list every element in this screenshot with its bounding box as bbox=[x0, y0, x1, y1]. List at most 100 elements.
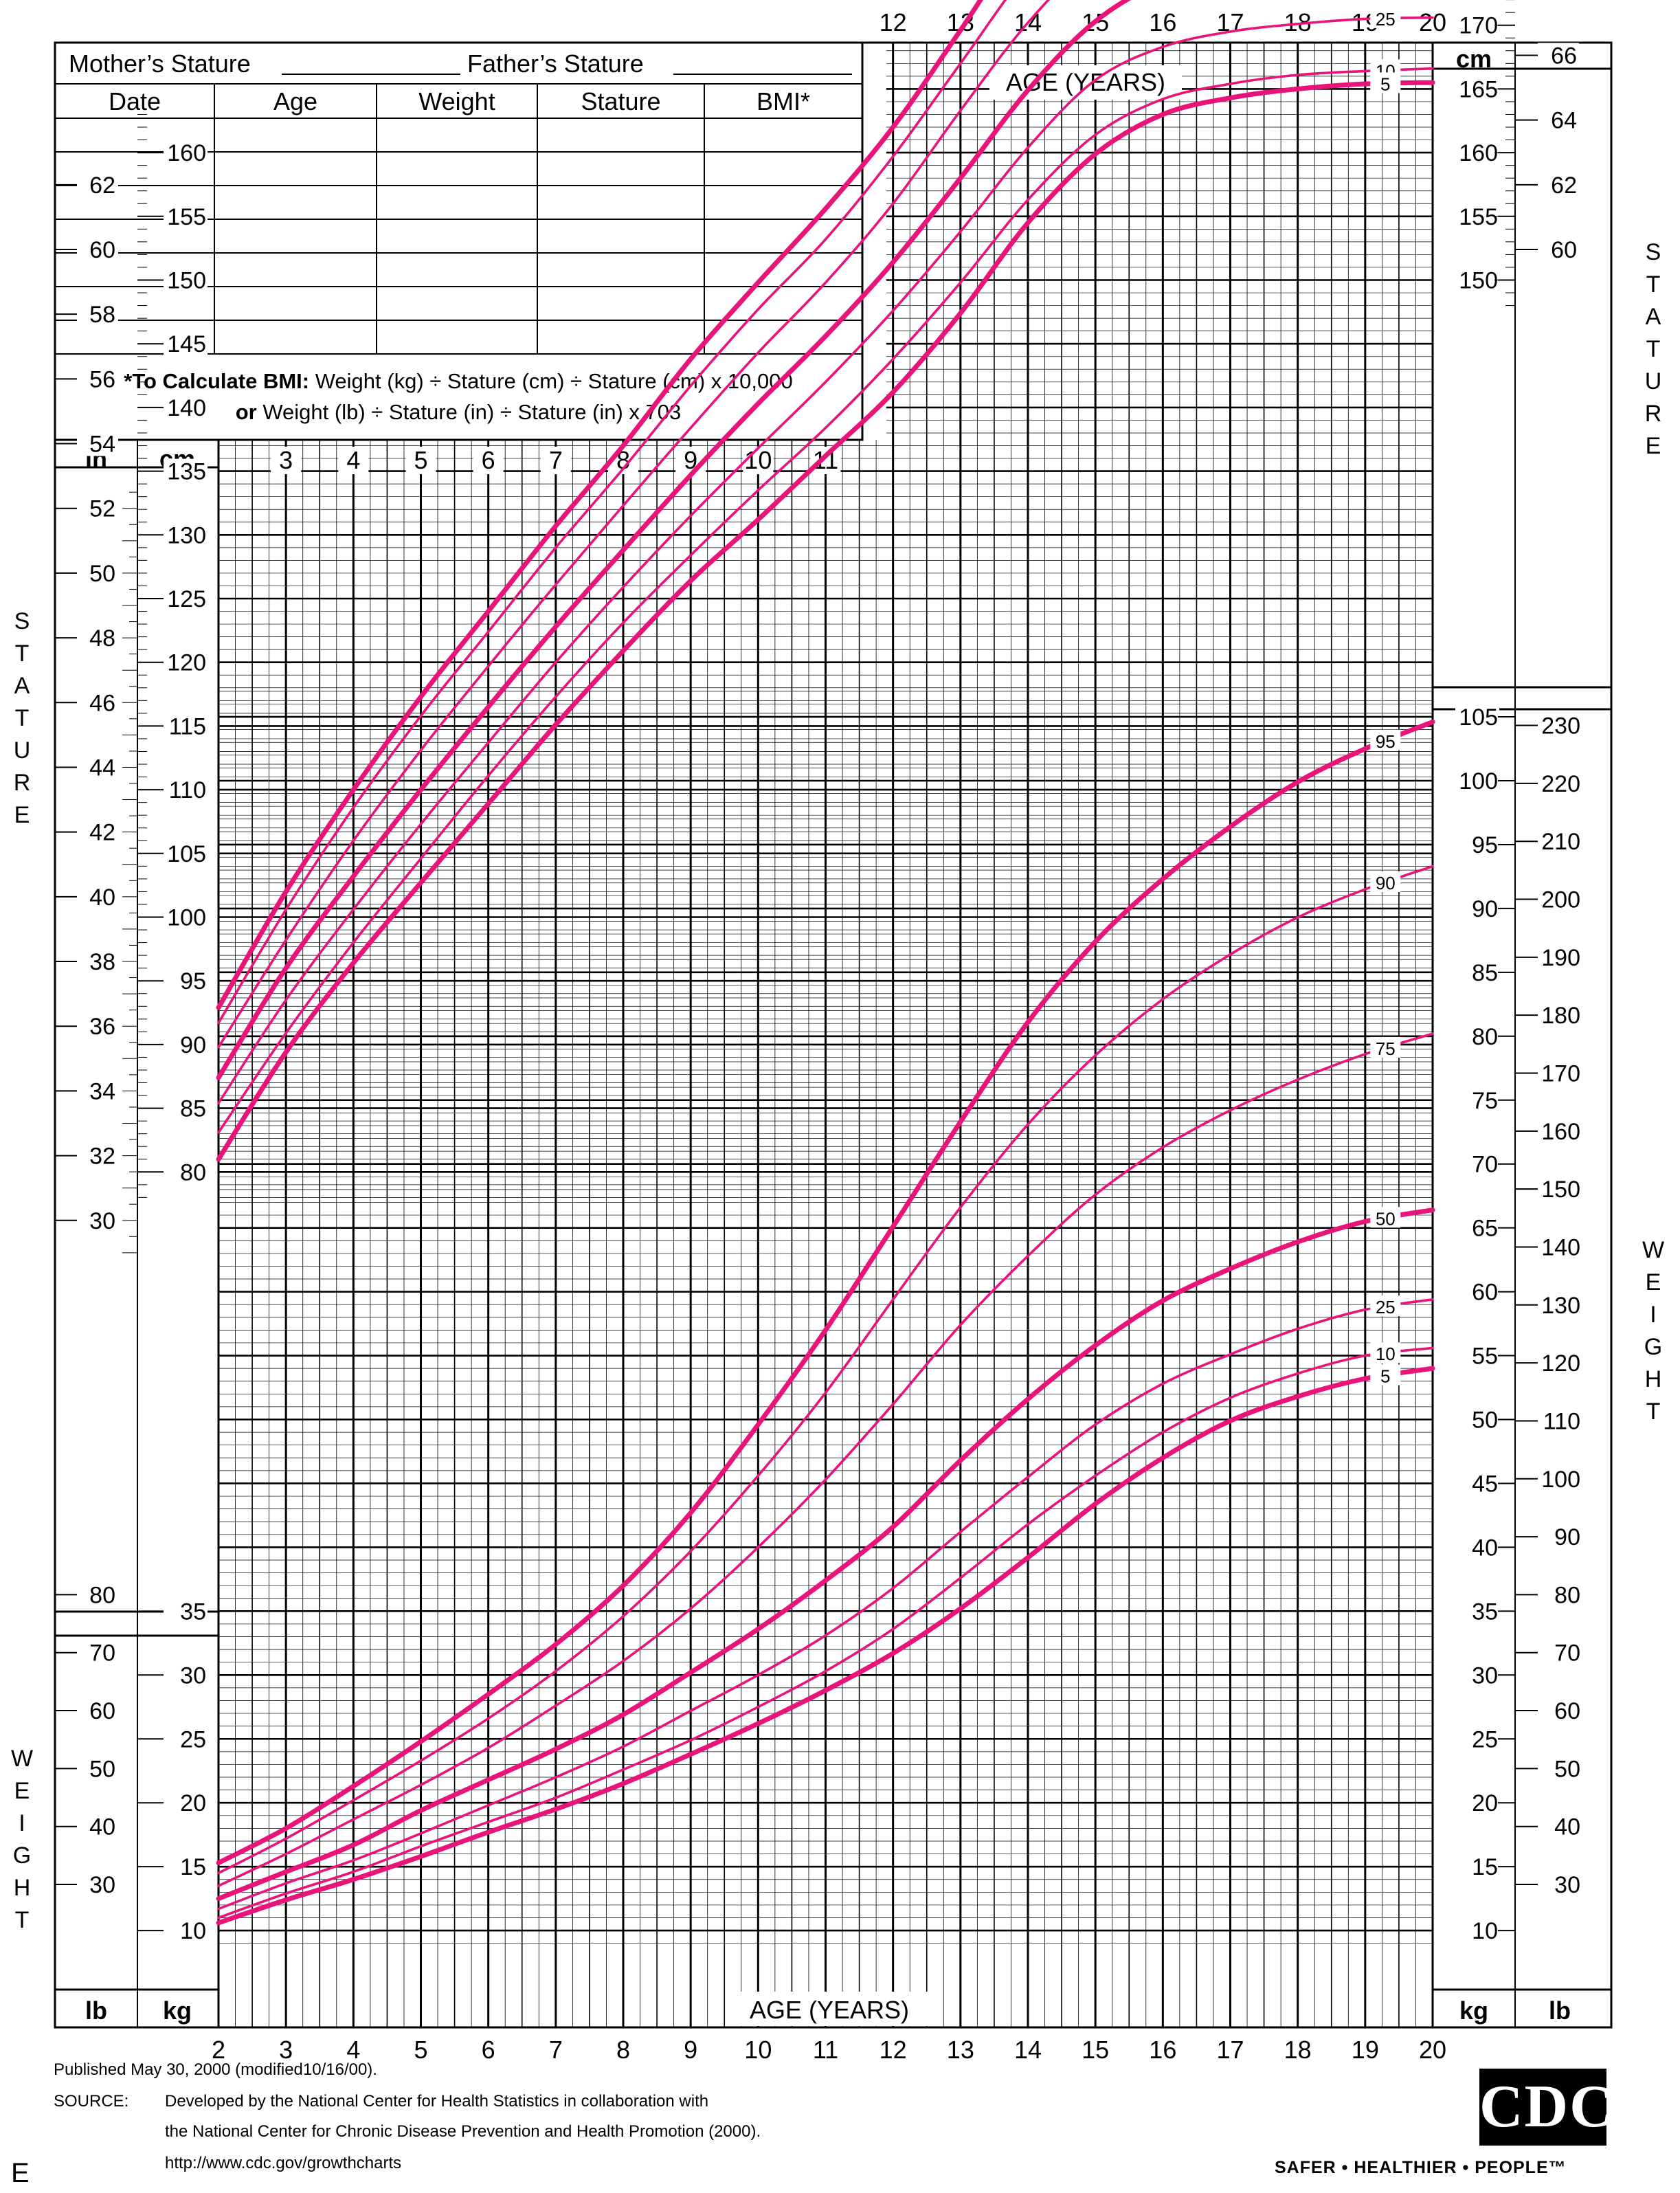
weight-percentile-label: 95 bbox=[1376, 731, 1396, 752]
weight-lb-tick-right: 210 bbox=[1541, 829, 1580, 855]
side-letter: E bbox=[14, 802, 30, 828]
stature-in-tick-left: 60 bbox=[89, 237, 115, 263]
weight-lb-tick-left: 40 bbox=[89, 1814, 115, 1840]
weight-kg-tick-right: 55 bbox=[1472, 1344, 1498, 1370]
x-tick-label-bottom: 10 bbox=[744, 2036, 772, 2064]
tick-bg bbox=[1455, 1343, 1499, 1368]
weight-lb-tick-left: 70 bbox=[89, 1640, 115, 1667]
x-tick-label-stature-panel: 6 bbox=[482, 446, 495, 474]
stature-cm-tick-right: 165 bbox=[1459, 76, 1498, 102]
stature-in-tick-left: 62 bbox=[89, 172, 115, 199]
unit-lb-right: lb bbox=[1549, 1996, 1571, 2025]
weight-kg-tick-left: 30 bbox=[180, 1662, 206, 1689]
side-letter: T bbox=[14, 641, 30, 667]
tick-bg bbox=[1455, 140, 1499, 166]
side-letter: W bbox=[1642, 1237, 1665, 1263]
tick-bg bbox=[1455, 1471, 1499, 1496]
tick-bg bbox=[77, 1143, 118, 1168]
weight-curve-p25 bbox=[217, 1298, 1434, 1911]
weight-kg-tick-right: 45 bbox=[1472, 1471, 1498, 1497]
weight-kg-tick-right: 90 bbox=[1472, 896, 1498, 922]
stature-curve-p75 bbox=[217, 0, 1051, 1049]
weight-percentile-label: 75 bbox=[1376, 1038, 1396, 1059]
tick-bg bbox=[164, 1599, 208, 1624]
footer-published: Published May 30, 2000 (modified10/16/00… bbox=[54, 2060, 377, 2079]
tick-bg bbox=[77, 1582, 118, 1607]
weight-percentile-label: 5 bbox=[1380, 1366, 1390, 1387]
weight-kg-tick-right: 30 bbox=[1472, 1662, 1498, 1689]
x-tick-label-top: 20 bbox=[1419, 8, 1446, 36]
x-tick-bg bbox=[473, 447, 504, 474]
stature-in-tick-left: 54 bbox=[89, 432, 115, 458]
weight-lb-tick-left: 30 bbox=[89, 1872, 115, 1898]
stature-percentile-label: 25 bbox=[1376, 9, 1396, 30]
tick-bg bbox=[1538, 1756, 1582, 1781]
weight-curve-p10 bbox=[217, 1346, 1434, 1919]
x-tick-label-stature-panel: 4 bbox=[346, 446, 360, 474]
tick-bg bbox=[77, 1078, 118, 1104]
x-tick-label-bottom: 12 bbox=[880, 2036, 907, 2064]
tick-bg bbox=[77, 496, 118, 521]
tick-bg bbox=[1538, 1814, 1582, 1839]
weight-lb-tick-right: 120 bbox=[1541, 1350, 1580, 1377]
footer-url[interactable]: http://www.cdc.gov/growthcharts bbox=[165, 2154, 402, 2172]
weight-lb-tick-right: 50 bbox=[1554, 1756, 1580, 1782]
weight-lb-tick-right: 230 bbox=[1541, 713, 1580, 739]
weight-lb-tick-right: 130 bbox=[1541, 1293, 1580, 1319]
x-tick-bg bbox=[743, 447, 774, 474]
side-letter: S bbox=[1645, 239, 1661, 265]
tick-bg bbox=[1455, 1407, 1499, 1432]
stature-cm-tick-left: 160 bbox=[167, 140, 206, 166]
tick-bg bbox=[77, 1698, 118, 1724]
tick-bg bbox=[164, 203, 208, 229]
stature-label-bg bbox=[1370, 72, 1401, 93]
x-tick-label-bottom: 19 bbox=[1352, 2036, 1379, 2064]
stature-cm-tick-left: 95 bbox=[180, 968, 206, 994]
side-letter: E bbox=[1645, 433, 1661, 459]
x-tick-bg bbox=[810, 447, 841, 474]
x-tick-label-bottom: 6 bbox=[482, 2036, 495, 2064]
x-tick-label-bottom: 5 bbox=[414, 2036, 427, 2064]
weight-curve-p95 bbox=[216, 720, 1435, 1866]
x-tick-label-bottom: 18 bbox=[1284, 2036, 1312, 2064]
x-tick-label-stature-panel: 10 bbox=[744, 446, 772, 474]
stature-cm-tick-left: 125 bbox=[167, 586, 206, 612]
tick-bg bbox=[1538, 1640, 1582, 1665]
stature-in-tick-left: 42 bbox=[89, 820, 115, 846]
weight-kg-tick-right: 35 bbox=[1472, 1599, 1498, 1625]
tick-bg bbox=[77, 1640, 118, 1665]
bmi-note-formula2: Weight (lb) ÷ Stature (in) ÷ Stature (in… bbox=[262, 400, 681, 424]
weight-kg-tick-left: 15 bbox=[180, 1854, 206, 1880]
x-tick-bg bbox=[405, 447, 436, 474]
tick-bg bbox=[1455, 1918, 1499, 1944]
side-letter: T bbox=[14, 705, 30, 731]
tick-bg bbox=[1538, 1350, 1582, 1376]
tick-bg bbox=[77, 237, 118, 263]
stature-curve-p5 bbox=[216, 80, 1435, 1162]
stature-cm-tick-left: 80 bbox=[180, 1159, 206, 1185]
stature-cm-tick-right: 155 bbox=[1459, 204, 1498, 230]
record-col-header: BMI* bbox=[757, 87, 810, 115]
x-tick-label-bottom: 17 bbox=[1216, 2036, 1244, 2064]
bmi-note-or: or bbox=[236, 400, 263, 424]
side-letter: G bbox=[1644, 1334, 1663, 1360]
unit-lb-left: lb bbox=[85, 1996, 107, 2025]
tick-bg bbox=[1455, 1279, 1499, 1304]
tick-bg bbox=[164, 713, 208, 739]
tick-bg bbox=[1455, 1535, 1499, 1560]
tick-bg bbox=[164, 1159, 208, 1185]
side-letter: H bbox=[13, 1875, 31, 1901]
tick-bg bbox=[164, 841, 208, 866]
tick-bg bbox=[164, 649, 208, 675]
tick-bg bbox=[1455, 1790, 1499, 1816]
side-letter: U bbox=[13, 737, 31, 764]
weight-kg-tick-right: 20 bbox=[1472, 1790, 1498, 1816]
tick-bg bbox=[1538, 713, 1582, 738]
x-tick-bg bbox=[271, 447, 302, 474]
stature-in-tick-left: 44 bbox=[89, 755, 115, 781]
weight-kg-tick-right: 65 bbox=[1472, 1216, 1498, 1242]
tick-bg bbox=[1538, 43, 1579, 68]
tick-bg bbox=[1538, 1582, 1582, 1607]
fathers-stature-label: Father’s Stature bbox=[467, 49, 644, 78]
